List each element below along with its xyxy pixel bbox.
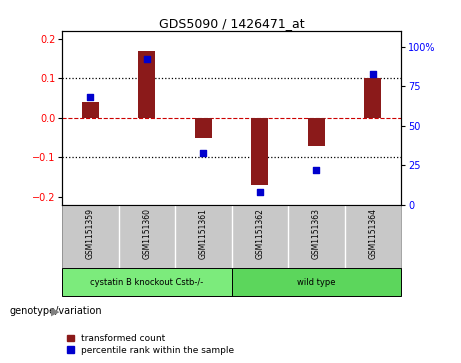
Bar [231, 268, 401, 296]
Point [200, 150, 207, 155]
Text: wild type: wild type [297, 278, 336, 286]
Text: GSM1151362: GSM1151362 [255, 208, 265, 259]
Text: ▶: ▶ [52, 306, 60, 316]
Bar [308, 118, 325, 146]
Bar [62, 268, 231, 296]
Point [313, 167, 320, 173]
Text: GSM1151364: GSM1151364 [368, 208, 378, 259]
Point [256, 189, 264, 195]
Text: GSM1151361: GSM1151361 [199, 208, 208, 259]
Text: GSM1151360: GSM1151360 [142, 208, 152, 259]
Text: GSM1151359: GSM1151359 [86, 208, 95, 259]
Text: GSM1151363: GSM1151363 [312, 208, 321, 259]
Legend: transformed count, percentile rank within the sample: transformed count, percentile rank withi… [67, 334, 234, 355]
Text: cystatin B knockout Cstb-/-: cystatin B knockout Cstb-/- [90, 278, 204, 286]
Bar [82, 102, 99, 118]
Text: genotype/variation: genotype/variation [9, 306, 102, 316]
Point [87, 94, 94, 100]
Point [369, 71, 377, 77]
Bar [195, 118, 212, 138]
Bar [251, 118, 268, 185]
Point [143, 56, 151, 62]
Bar [364, 78, 381, 118]
Title: GDS5090 / 1426471_at: GDS5090 / 1426471_at [159, 17, 304, 30]
Bar [138, 50, 155, 118]
